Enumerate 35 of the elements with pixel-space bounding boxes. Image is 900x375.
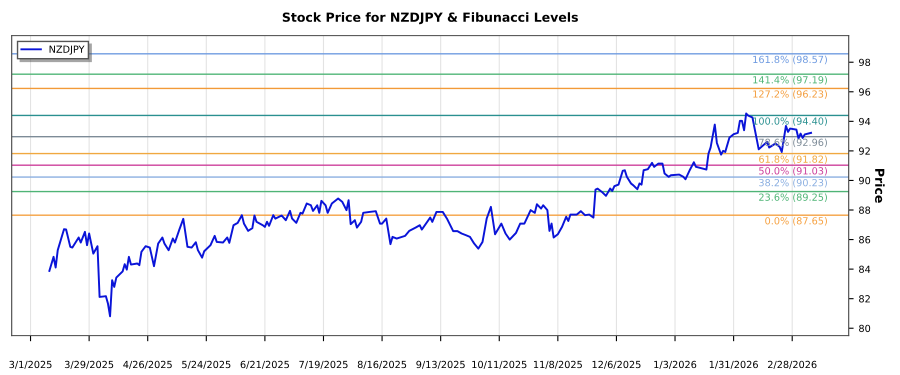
y-axis-title: Price [875,169,885,203]
legend-label: NZDJPY [50,46,85,55]
y-tick-label: 80 [859,324,870,332]
x-tick-label: 5/24/2025 [182,360,230,369]
x-tick-label: 2/28/2026 [768,360,817,369]
ref-line-label: 161.8% (98.57) [753,56,827,64]
y-tick-label: 88 [859,206,870,214]
x-tick-label: 3/29/2025 [64,360,114,369]
x-tick-label: 4/26/2025 [123,360,172,369]
ref-line-label: 38.2% (90.23) [759,178,827,188]
ref-line-label: 0.0% (87.65) [765,216,827,226]
ref-line-label: 61.8% (91.82) [759,155,827,164]
ref-line-label: 141.4% (97.19) [753,76,827,85]
x-tick-label: 7/19/2025 [299,360,348,369]
chart-title: Stock Price for NZDJPY & Fibunacci Levels [282,12,578,24]
y-tick-label: 90 [859,176,870,184]
y-tick-label: 98 [859,58,870,66]
x-tick-label: 3/1/2025 [9,360,52,369]
x-tick-label: 1/3/2026 [654,360,696,369]
ref-line-label: 50.0% (91.03) [759,167,827,176]
y-tick-label: 82 [859,295,870,303]
x-tick-label: 1/31/2026 [710,360,758,369]
ref-line-label: 127.2% (96.23) [753,90,827,99]
y-tick-label: 96 [859,88,870,96]
x-tick-label: 11/8/2025 [534,360,582,369]
y-tick-label: 86 [859,236,870,244]
ref-line-label: 23.6% (89.25) [759,193,827,202]
y-tick-label: 92 [859,147,870,155]
x-tick-label: 10/11/2025 [472,360,526,369]
x-tick-label: 9/13/2025 [416,360,465,369]
y-tick-label: 84 [859,266,870,273]
x-tick-label: 6/21/2025 [240,360,289,369]
x-tick-label: 12/6/2025 [592,360,641,369]
y-tick-label: 94 [859,118,870,126]
x-tick-label: 8/16/2025 [358,360,406,369]
